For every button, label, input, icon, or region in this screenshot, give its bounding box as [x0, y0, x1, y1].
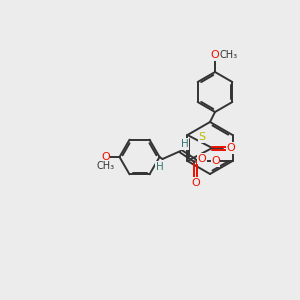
Text: H: H [156, 162, 164, 172]
Text: O: O [227, 143, 236, 153]
Text: H: H [181, 139, 188, 149]
Text: CH₃: CH₃ [220, 50, 238, 60]
Text: CH₃: CH₃ [97, 161, 115, 171]
Text: O: O [191, 178, 200, 188]
Text: O: O [101, 152, 110, 162]
Text: O: O [197, 154, 206, 164]
Text: O: O [211, 156, 220, 166]
Text: S: S [198, 133, 206, 142]
Text: O: O [211, 50, 219, 60]
